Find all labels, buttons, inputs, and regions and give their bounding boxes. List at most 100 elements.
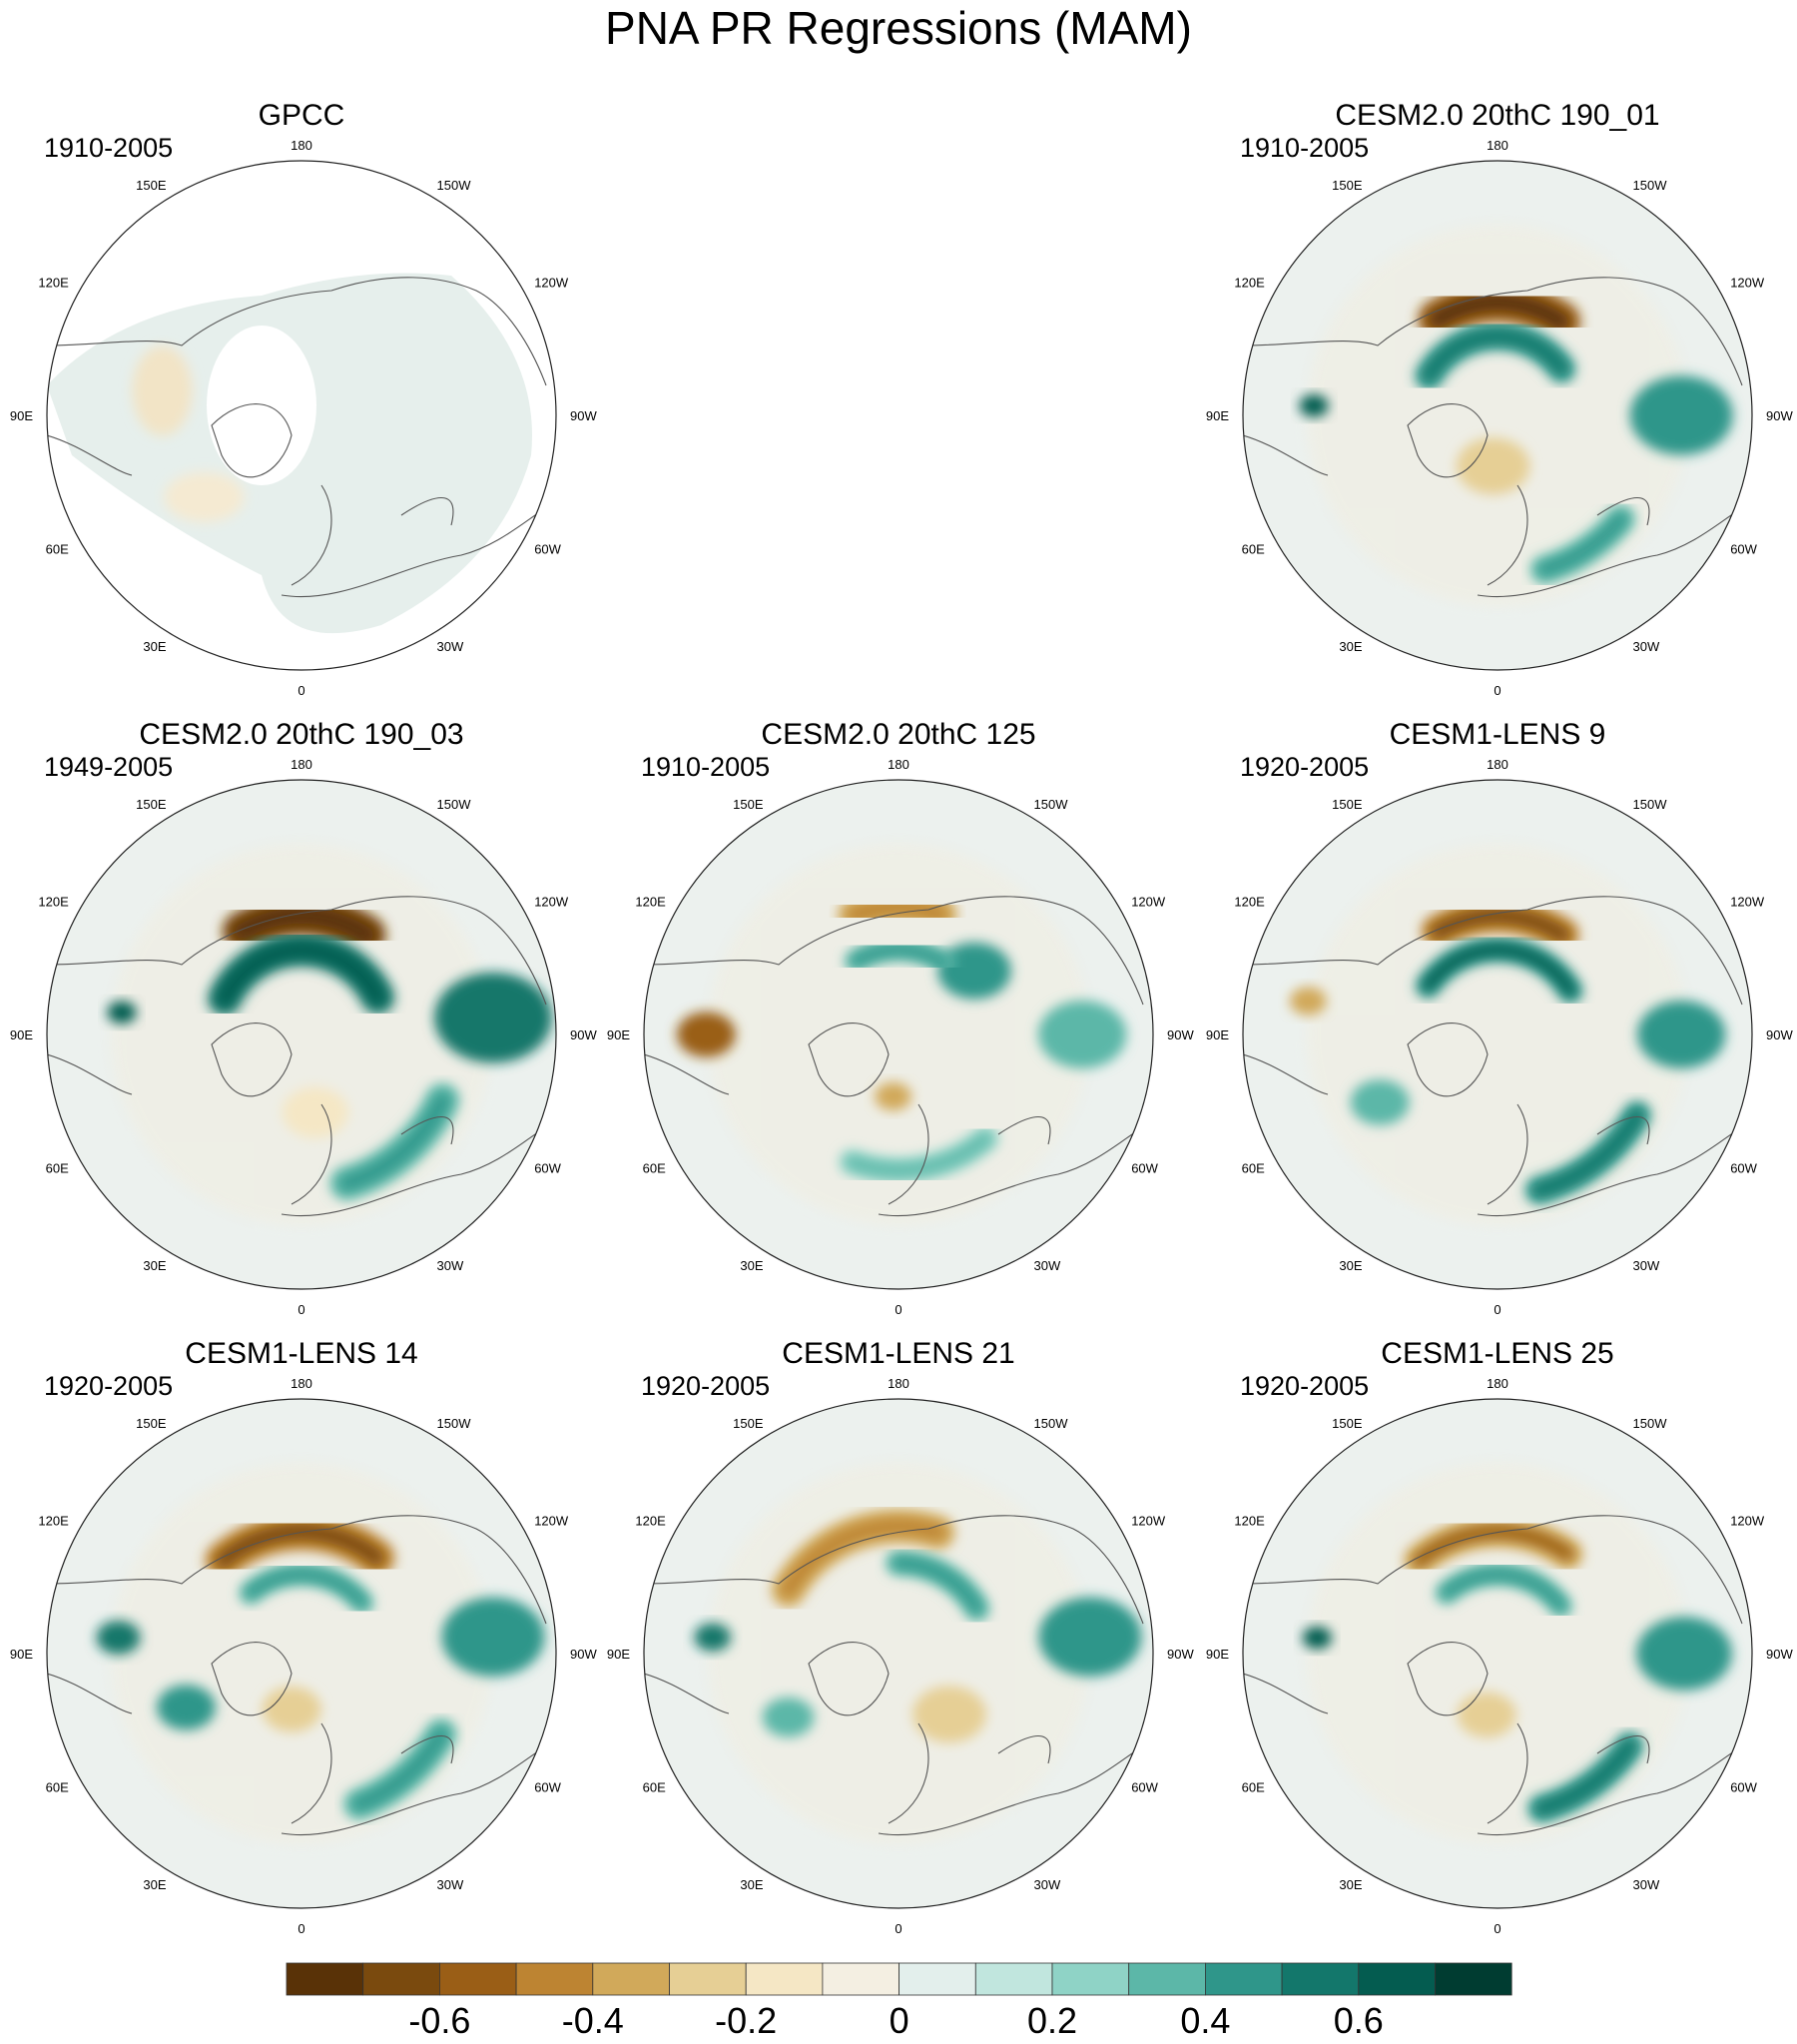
longitude-label: 120W — [1730, 1514, 1765, 1529]
longitude-label: 120W — [1131, 1514, 1166, 1529]
field-anomaly — [1306, 1462, 1689, 1845]
longitude-label: 30E — [740, 1877, 763, 1892]
field-anomaly — [1350, 1079, 1410, 1125]
field-anomaly — [1289, 987, 1327, 1016]
field-anomaly — [434, 972, 552, 1063]
panel-period: 1920-2005 — [44, 1371, 173, 1401]
longitude-label: 150E — [1332, 178, 1363, 193]
map-field — [96, 1462, 545, 1845]
longitude-label: 120E — [38, 276, 69, 291]
longitude-label: 0 — [1494, 1302, 1500, 1317]
longitude-label: 90E — [1206, 1647, 1229, 1662]
field-anomaly — [262, 1687, 321, 1732]
longitude-label: 60W — [534, 1161, 561, 1176]
longitude-label: 90W — [1766, 1027, 1793, 1042]
field-anomaly-core — [246, 1570, 367, 1608]
map-field — [1289, 843, 1726, 1226]
panel-title: CESM2.0 20thC 190_01 — [1335, 99, 1659, 132]
longitude-label: 30E — [740, 1258, 763, 1273]
longitude-label: 150E — [136, 178, 167, 193]
longitude-label: 30W — [437, 639, 464, 654]
longitude-label: 180 — [1487, 1376, 1508, 1391]
longitude-label: 150E — [136, 797, 167, 812]
colorbar-swatch — [898, 1962, 976, 1996]
field-anomaly — [156, 1685, 216, 1730]
longitude-label: 150W — [437, 1416, 472, 1431]
longitude-label: 180 — [1487, 138, 1508, 153]
field-anomaly-core — [339, 1093, 449, 1190]
map-border — [46, 779, 557, 1290]
map-field — [1302, 1462, 1732, 1845]
longitude-label: 120E — [38, 895, 69, 910]
field-anomaly — [1306, 843, 1689, 1226]
field-anomaly — [1299, 394, 1329, 417]
longitude-label: 120E — [635, 1514, 666, 1529]
coastline — [47, 896, 552, 1217]
longitude-label: 90W — [1167, 1027, 1194, 1042]
longitude-label: 150E — [733, 1416, 764, 1431]
colorbar-swatch — [592, 1962, 670, 1996]
panel-title: CESM1-LENS 21 — [782, 1337, 1014, 1370]
colorbar-swatch — [438, 1962, 517, 1996]
field-anomaly — [1629, 375, 1733, 455]
longitude-label: 150E — [733, 797, 764, 812]
map-field — [47, 273, 532, 634]
longitude-label: 30E — [143, 639, 166, 654]
longitude-label: 120E — [1234, 1514, 1265, 1529]
panel-period: 1920-2005 — [1240, 752, 1369, 782]
longitude-label: 90W — [1167, 1647, 1194, 1662]
panel-period: 1920-2005 — [641, 1371, 770, 1401]
longitude-label: 120W — [534, 1514, 569, 1529]
longitude-label: 30E — [143, 1258, 166, 1273]
field-anomaly — [937, 942, 1011, 1000]
longitude-label: 90E — [1206, 1027, 1229, 1042]
coastline — [1243, 277, 1748, 598]
field-anomaly — [282, 1086, 348, 1138]
map-border — [46, 160, 557, 671]
longitude-label: 180 — [1487, 757, 1508, 772]
longitude-label: 150W — [1633, 797, 1668, 812]
colorbar-swatch — [822, 1962, 900, 1996]
colorbar-swatch — [669, 1962, 747, 1996]
colorbar-swatch — [515, 1962, 594, 1996]
field-anomaly — [441, 1597, 545, 1677]
colorbar-tick-label: -0.2 — [715, 2000, 777, 2041]
longitude-label: 90E — [607, 1027, 630, 1042]
panel-period: 1949-2005 — [44, 752, 173, 782]
field-anomaly — [107, 1001, 137, 1024]
field-anomaly — [1456, 437, 1530, 495]
longitude-label: 120E — [38, 1514, 69, 1529]
field-anomaly-core — [216, 1524, 384, 1569]
field-anomaly — [762, 1697, 815, 1737]
longitude-label: 30E — [1339, 1877, 1362, 1892]
longitude-label: 90E — [607, 1647, 630, 1662]
longitude-label: 0 — [298, 683, 304, 698]
longitude-label: 120W — [1730, 276, 1765, 291]
colorbar-tick-label: 0.2 — [1027, 2000, 1077, 2041]
field-anomaly — [110, 843, 493, 1226]
panel-title: GPCC — [259, 99, 345, 132]
field-anomaly-core — [1442, 1570, 1565, 1611]
coastline — [47, 1515, 552, 1836]
longitude-label: 150E — [1332, 797, 1363, 812]
coastline — [644, 1515, 1149, 1836]
longitude-label: 60E — [46, 1780, 69, 1795]
longitude-label: 180 — [291, 757, 312, 772]
longitude-label: 60W — [1730, 542, 1757, 557]
panel-cesm2-190-03: 180 150E 120E 90E 60E 30E 0 30W 60W 90W 120W 150W CE… — [10, 718, 598, 1317]
field-anomaly — [912, 1686, 986, 1743]
longitude-label: 90W — [570, 1027, 597, 1042]
longitude-label: 0 — [1494, 683, 1500, 698]
field-anomaly-core — [1413, 1525, 1574, 1567]
longitude-label: 90W — [570, 1647, 597, 1662]
colorbar-swatch — [362, 1962, 440, 1996]
longitude-label: 180 — [888, 757, 909, 772]
longitude-label: 90W — [1766, 1647, 1793, 1662]
map-border — [1242, 160, 1753, 671]
panel-gpcc: 180 150E 120E 90E 60E 30E 0 30W 60W 90W 120W 150W GP… — [10, 99, 598, 698]
longitude-label: 180 — [888, 1376, 909, 1391]
colorbar-tick-label: -0.6 — [408, 2000, 470, 2041]
panel-title: CESM2.0 20thC 125 — [761, 718, 1035, 751]
panel-lens-14: 180 150E 120E 90E 60E 30E 0 30W 60W 90W 120W 150W CE… — [10, 1337, 598, 1936]
